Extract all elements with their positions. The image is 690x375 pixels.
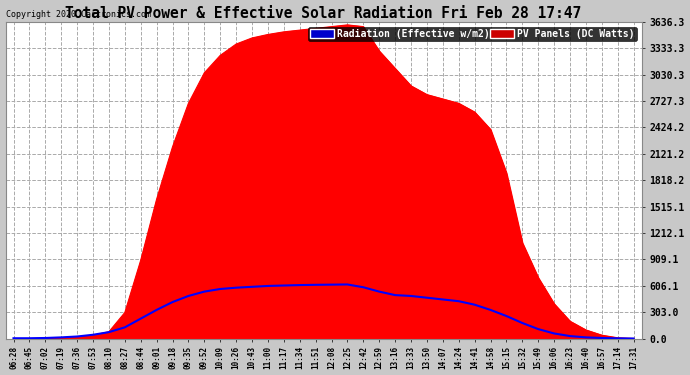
Title: Total PV Power & Effective Solar Radiation Fri Feb 28 17:47: Total PV Power & Effective Solar Radiati…: [66, 6, 582, 21]
Text: Copyright 2020 Cartronics.com: Copyright 2020 Cartronics.com: [6, 9, 150, 18]
Legend: Radiation (Effective w/m2), PV Panels (DC Watts): Radiation (Effective w/m2), PV Panels (D…: [308, 27, 637, 40]
